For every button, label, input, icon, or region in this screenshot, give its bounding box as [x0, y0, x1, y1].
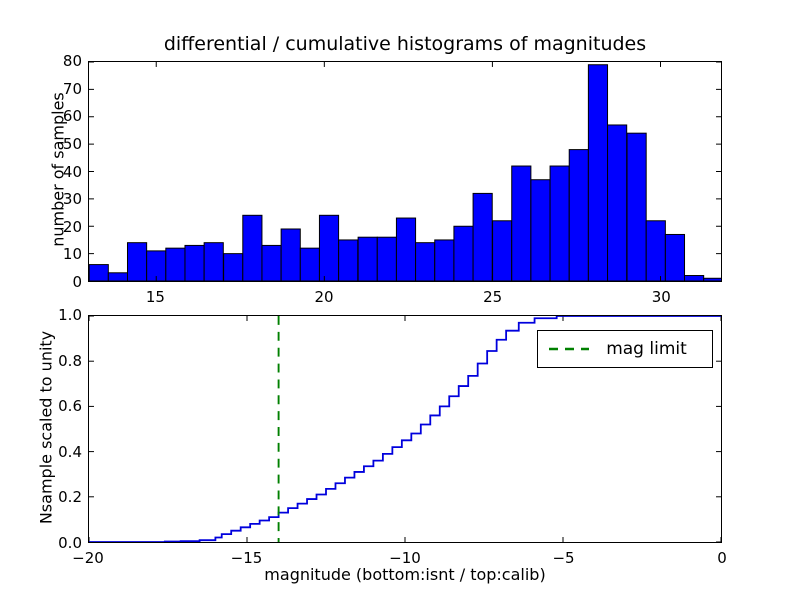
bottom-panel-x-tick: −20 — [72, 549, 104, 567]
top-panel-y-tick: 70 — [62, 79, 82, 98]
histogram-bar — [492, 220, 513, 281]
bottom-panel-y-tick: 0.8 — [58, 351, 82, 370]
top-panel-y-tick: 50 — [62, 134, 82, 153]
histogram-bar — [626, 132, 647, 281]
histogram-bar — [126, 242, 148, 281]
histogram-bar — [261, 244, 282, 281]
bottom-panel-y-axis-label: Nsample scaled to unity — [36, 330, 56, 525]
histogram-bar — [338, 239, 359, 281]
bottom-panel-tick-marks — [89, 316, 721, 542]
histogram-bar — [511, 165, 532, 281]
histogram-bar — [453, 225, 474, 281]
histogram-bar — [434, 239, 455, 281]
histogram-bar — [684, 275, 705, 281]
histogram-plot-area — [89, 62, 721, 281]
histogram-bar — [89, 264, 109, 281]
histogram-bar — [472, 192, 493, 281]
bottom-panel-y-tick: 0.4 — [58, 442, 82, 461]
histogram-bar — [203, 242, 224, 281]
histogram-bar — [242, 214, 263, 281]
top-panel-y-tick: 40 — [62, 162, 82, 181]
histogram-bar — [318, 214, 340, 281]
histogram-bar — [223, 253, 244, 281]
top-panel-y-tick: 10 — [62, 245, 82, 264]
histogram-bar — [703, 277, 721, 281]
histogram-bars — [89, 64, 721, 281]
top-panel-y-tick: 30 — [62, 190, 82, 209]
bottom-panel-x-tick: 0 — [717, 549, 727, 567]
top-panel-y-tick: 60 — [62, 107, 82, 126]
x-axis-label: magnitude (bottom:isnt / top:calib) — [264, 565, 546, 584]
histogram-bar — [664, 233, 686, 281]
histogram-bar — [607, 124, 628, 281]
histogram-bar — [376, 236, 397, 281]
bottom-panel-y-tick: 0.0 — [58, 534, 82, 552]
top-panel-y-tick: 20 — [62, 217, 82, 236]
bottom-panel-x-tick: −10 — [389, 549, 421, 567]
top-panel-axes — [88, 61, 722, 282]
mag-limit-legend-swatch-icon — [549, 347, 589, 351]
histogram-bar — [415, 242, 436, 281]
histogram-bar — [184, 244, 205, 281]
histogram-bar — [280, 228, 301, 281]
histogram-bar — [107, 272, 128, 281]
top-panel-y-tick: 80 — [62, 52, 82, 70]
top-panel-x-tick: 20 — [314, 288, 334, 306]
histogram-bar — [530, 179, 551, 281]
histogram-bar — [165, 247, 186, 281]
bottom-panel-y-tick: 0.2 — [58, 488, 82, 507]
histogram-bar — [645, 220, 666, 281]
histogram-bar — [395, 217, 417, 281]
legend-entry-mag-limit: mag limit — [606, 339, 687, 359]
histogram-bar — [549, 165, 570, 281]
cumulative-plot-area — [89, 316, 721, 542]
top-panel-y-tick: 0 — [72, 273, 82, 291]
histogram-bar — [568, 149, 589, 281]
chart-title: differential / cumulative histograms of … — [163, 33, 647, 55]
top-panel-x-tick: 15 — [145, 288, 165, 306]
top-panel-tick-marks — [89, 62, 721, 281]
top-panel-x-tick: 30 — [651, 288, 671, 306]
bottom-panel-y-tick: 0.6 — [58, 397, 82, 416]
histogram-bar — [587, 64, 609, 281]
bottom-panel-x-tick: −5 — [552, 549, 575, 567]
bottom-panel-x-tick: −15 — [230, 549, 263, 567]
bottom-panel-y-tick: 1.0 — [58, 306, 82, 324]
top-panel-x-tick: 25 — [483, 288, 503, 306]
histogram-bar — [299, 247, 320, 281]
legend: mag limit — [537, 330, 713, 368]
histogram-bar — [357, 236, 378, 281]
cumulative-step-curve — [89, 316, 721, 542]
